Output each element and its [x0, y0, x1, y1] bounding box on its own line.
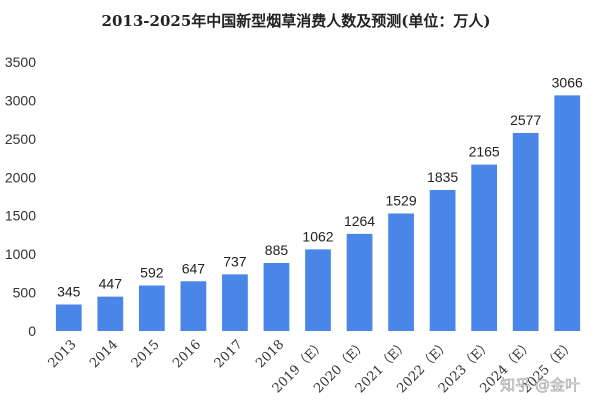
- y-tick-label: 2000: [5, 169, 36, 185]
- bars: [55, 95, 581, 331]
- data-label: 3066: [552, 74, 583, 90]
- data-label: 592: [140, 265, 164, 281]
- bar: [138, 285, 165, 331]
- y-tick-label: 2500: [5, 131, 36, 147]
- bar: [388, 213, 414, 331]
- bar: [180, 281, 207, 331]
- data-label: 1529: [385, 192, 416, 208]
- data-label: 737: [223, 253, 247, 269]
- y-tick-label: 1500: [5, 208, 36, 224]
- y-tick-label: 500: [13, 285, 37, 301]
- data-label: 2577: [510, 112, 541, 128]
- data-label: 345: [57, 283, 81, 299]
- data-label: 1062: [302, 228, 333, 244]
- data-labels: 345 447 592 647 737 885 1062 1264 1529 1835 2165 25…: [57, 74, 583, 299]
- data-label: 2165: [469, 144, 500, 160]
- y-axis-ticks: 0 500 1000 1500 2000 2500 3000 3500: [5, 54, 36, 339]
- bar: [97, 296, 124, 331]
- bar: [55, 304, 82, 331]
- x-tick-label: 2014: [87, 337, 121, 371]
- x-tick-label: 2016: [170, 337, 204, 371]
- x-tick-label: 2018: [253, 337, 287, 371]
- bar: [346, 233, 373, 331]
- x-axis-ticks: 2013 2014 2015 2016 2017 20182019（E）2020（E）20…: [46, 337, 578, 396]
- y-tick-label: 0: [28, 323, 36, 339]
- bar: [222, 274, 248, 331]
- data-label: 1835: [427, 169, 458, 185]
- bar: [429, 189, 456, 331]
- data-label: 885: [265, 242, 289, 258]
- bar: [471, 164, 498, 331]
- x-tick-label: 2017: [212, 337, 246, 371]
- x-tick-label: 2015: [129, 337, 163, 371]
- bar: [512, 132, 539, 331]
- data-label: 447: [99, 276, 123, 292]
- bar: [263, 262, 290, 331]
- y-tick-label: 3000: [5, 92, 36, 108]
- y-tick-label: 3500: [5, 54, 36, 70]
- bar: [305, 249, 331, 331]
- data-label: 647: [182, 260, 206, 276]
- bar: [554, 95, 581, 331]
- y-tick-label: 1000: [5, 246, 36, 262]
- data-label: 1264: [344, 213, 375, 229]
- chart-title: 2013-2025年中国新型烟草消费人数及预测(单位：万人): [102, 12, 491, 30]
- watermark: 知乎 @金叶: [500, 376, 580, 395]
- watermark-text: 知乎 @金叶: [500, 376, 580, 394]
- x-tick-label: 2013: [46, 337, 80, 371]
